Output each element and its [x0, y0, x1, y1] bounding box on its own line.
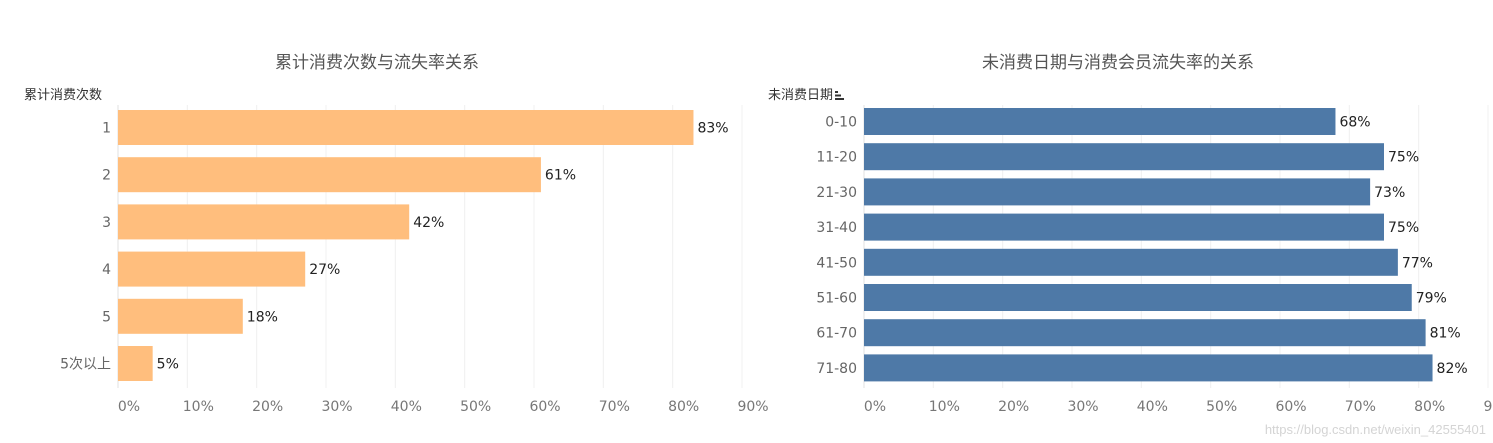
category-label: 2	[102, 168, 111, 184]
data-label: 73%	[1374, 185, 1405, 201]
bar[interactable]	[864, 284, 1412, 311]
data-label: 61%	[545, 168, 576, 184]
gridlines	[117, 105, 743, 388]
bar[interactable]	[118, 298, 243, 334]
bar[interactable]	[118, 204, 410, 240]
category-label: 0-10	[825, 115, 857, 131]
x-tick-label: 80%	[1414, 399, 1445, 415]
x-tick-label: 90%	[1483, 399, 1493, 415]
data-label: 27%	[309, 262, 340, 278]
category-label: 3	[102, 215, 111, 231]
x-tick-label: 60%	[529, 399, 560, 415]
bar[interactable]	[864, 213, 1384, 241]
category-label: 31-40	[816, 220, 857, 236]
chart-title: 未消费日期与消费会员流失率的关系	[982, 53, 1254, 73]
x-tick-label: 50%	[1206, 399, 1237, 415]
bar[interactable]	[118, 157, 541, 193]
x-tick-label: 0%	[118, 399, 140, 415]
data-labels: 68% 75% 73% 75% 77% 79% 81% 82%	[1339, 115, 1467, 377]
category-label: 21-30	[816, 185, 857, 201]
x-tick-label: 60%	[1275, 399, 1306, 415]
x-tick-label: 70%	[1345, 399, 1376, 415]
x-tick-label: 70%	[599, 399, 630, 415]
x-tick-label: 20%	[998, 399, 1029, 415]
watermark: https://blog.csdn.net/weixin_42555401	[1265, 422, 1486, 437]
x-tick-label: 80%	[668, 399, 699, 415]
category-labels: 1 2 3 4 5 5次以上	[60, 121, 111, 373]
data-label: 79%	[1416, 291, 1447, 307]
data-label: 82%	[1437, 361, 1468, 377]
x-tick-label: 50%	[460, 399, 491, 415]
x-tick-label: 40%	[391, 399, 422, 415]
category-label: 1	[102, 121, 111, 137]
data-labels: 83% 61% 42% 27% 18% 5%	[157, 121, 729, 373]
x-tick-label: 10%	[183, 399, 214, 415]
bar[interactable]	[864, 108, 1336, 135]
category-label: 5	[102, 309, 111, 325]
x-tick-label: 20%	[252, 399, 283, 415]
data-label: 42%	[413, 215, 444, 231]
category-label: 11-20	[816, 150, 857, 166]
x-tick-label: 0%	[864, 399, 886, 415]
x-tick-label: 30%	[1067, 399, 1098, 415]
category-label: 5次以上	[60, 357, 111, 373]
bars	[118, 110, 694, 381]
data-label: 83%	[697, 121, 728, 137]
chart-title: 累计消费次数与流失率关系	[275, 53, 479, 73]
bar[interactable]	[118, 251, 306, 287]
chart-days-since-purchase: 未消费日期与消费会员流失率的关系 未消费日期 0-10 11-20 21-30 31-…	[768, 53, 1493, 415]
data-label: 68%	[1339, 115, 1370, 131]
row-header[interactable]: 累计消费次数	[24, 87, 102, 103]
data-label: 5%	[157, 357, 179, 373]
category-label: 41-50	[816, 255, 857, 271]
category-labels: 0-10 11-20 21-30 31-40 41-50 51-60 61-70 71-80	[816, 115, 857, 377]
bar[interactable]	[118, 110, 694, 145]
data-label: 77%	[1402, 255, 1433, 271]
bar[interactable]	[864, 319, 1426, 347]
category-label: 51-60	[816, 291, 857, 307]
bar[interactable]	[864, 143, 1384, 171]
x-tick-label: 90%	[737, 399, 768, 415]
x-tick-label: 30%	[321, 399, 352, 415]
bar[interactable]	[864, 178, 1371, 206]
bar[interactable]	[118, 346, 153, 381]
sort-descending-icon[interactable]	[835, 91, 845, 100]
category-label: 4	[102, 262, 111, 278]
row-header[interactable]: 未消费日期	[768, 88, 833, 103]
bars	[864, 108, 1433, 382]
chart-consumption-count: 累计消费次数与流失率关系 累计消费次数 1 2 3 4 5 5次以上 83% 61% 42% 2…	[24, 53, 769, 415]
data-label: 75%	[1388, 150, 1419, 166]
bar[interactable]	[864, 354, 1433, 382]
bar[interactable]	[864, 248, 1398, 276]
data-label: 81%	[1430, 326, 1461, 342]
data-label: 75%	[1388, 220, 1419, 236]
category-label: 71-80	[816, 361, 857, 377]
x-axis-ticks: 0% 10% 20% 30% 40% 50% 60% 70% 80% 90%	[864, 399, 1493, 415]
category-label: 61-70	[816, 326, 857, 342]
x-tick-label: 10%	[929, 399, 960, 415]
data-label: 18%	[247, 309, 278, 325]
x-axis-ticks: 0% 10% 20% 30% 40% 50% 60% 70% 80% 90%	[118, 399, 769, 415]
x-tick-label: 40%	[1137, 399, 1168, 415]
